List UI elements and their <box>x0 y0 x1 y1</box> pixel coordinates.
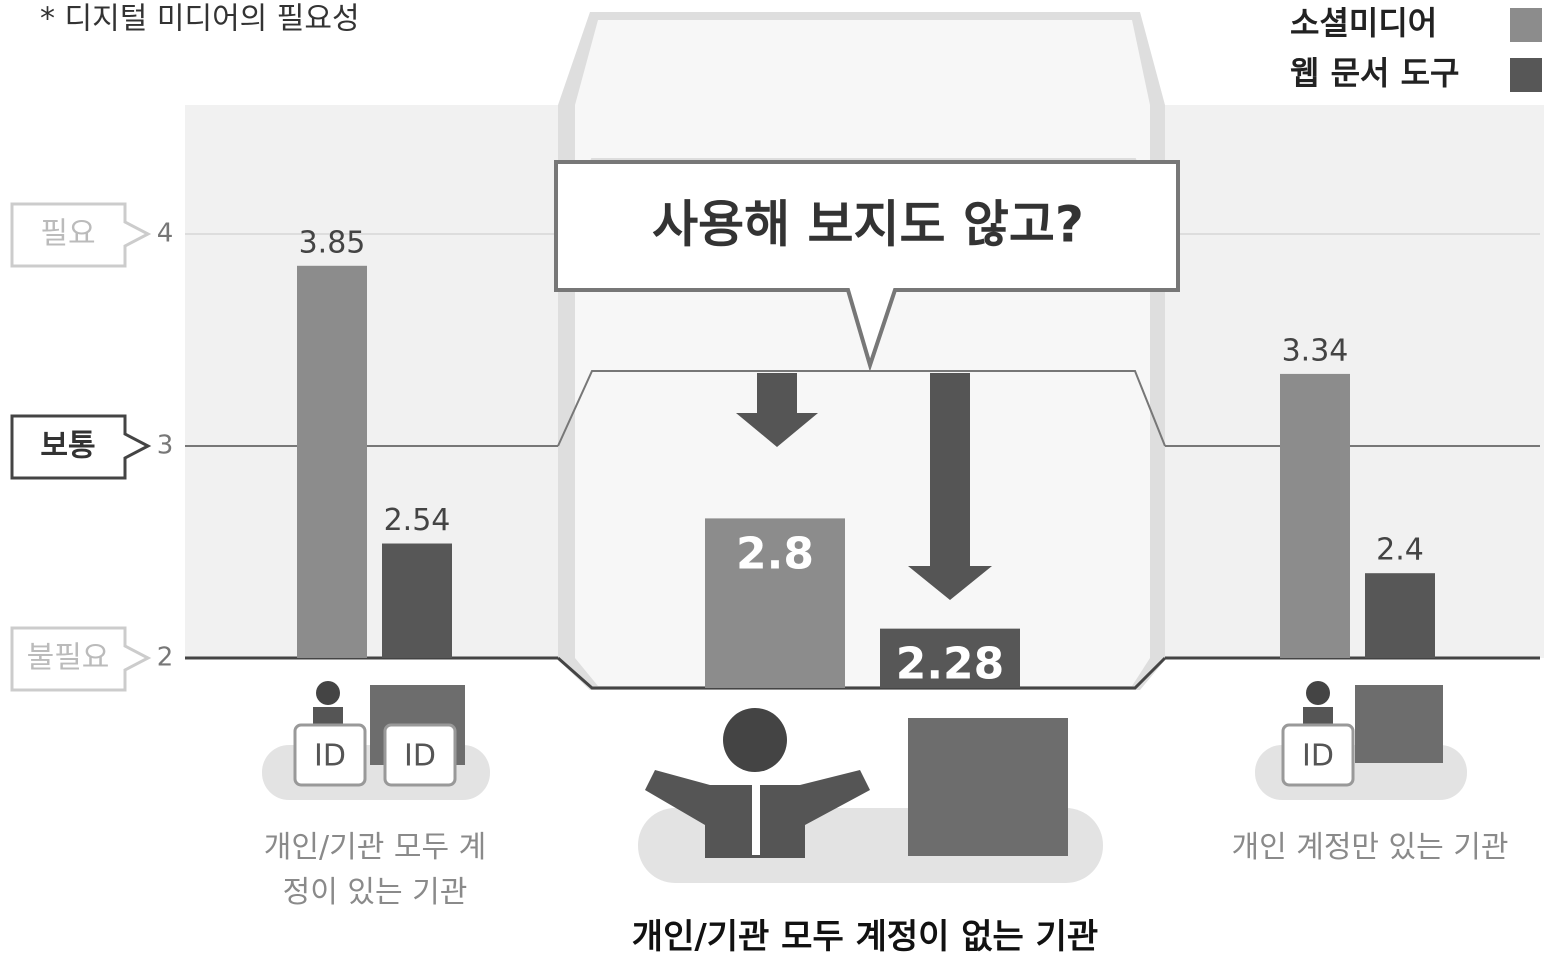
value-label: 2.54 <box>384 503 451 538</box>
id-card <box>293 723 367 787</box>
arrow <box>736 373 818 447</box>
value-label: 2.8 <box>736 528 814 579</box>
icons: ID ID ID <box>262 681 1467 883</box>
grid-line <box>557 656 1167 690</box>
id-card <box>383 723 457 787</box>
y-tick-box <box>10 626 152 692</box>
category-label: 개인/기관 모두 계정이 있는 기관 <box>263 830 487 910</box>
chart-title: * 디지털 미디어의 필요성 <box>40 2 360 37</box>
y-tick-name: 불필요 <box>27 641 110 676</box>
building <box>908 718 1068 856</box>
bar <box>382 543 452 658</box>
y-tick-name: 보통 <box>40 429 95 464</box>
bar <box>1365 573 1435 658</box>
id-label: ID <box>404 739 436 774</box>
value-label: 3.34 <box>1282 333 1349 368</box>
y-tick-label: 2 <box>157 643 174 673</box>
value-label: 3.85 <box>299 225 366 260</box>
person-body <box>313 707 343 727</box>
annotation: 사용해 보지도 않고? <box>652 196 1084 254</box>
category-label: 개인/기관 모두 계정이 없는 기관 <box>631 917 1099 957</box>
bar <box>705 518 845 688</box>
speech-bubble <box>554 160 1180 372</box>
id-card <box>1281 723 1355 787</box>
person-head <box>316 681 340 705</box>
id-label: ID <box>314 739 346 774</box>
value-label: 2.4 <box>1376 533 1424 568</box>
y-tick-label: 4 <box>157 219 174 249</box>
bar <box>297 265 367 658</box>
person-head <box>723 708 787 772</box>
legend-label: 소셜미디어 <box>1290 4 1437 42</box>
legend-label: 웹 문서 도구 <box>1290 54 1459 92</box>
tie <box>752 785 760 855</box>
y-tick-box <box>10 414 152 480</box>
building <box>1355 685 1443 763</box>
bar <box>880 628 1020 688</box>
center-panel-inner <box>575 20 1150 686</box>
value-label: 2.28 <box>896 639 1005 690</box>
legend-swatch <box>1510 8 1542 42</box>
legend-swatch <box>1510 58 1542 92</box>
category-label: 개인 계정만 있는 기관 <box>1231 830 1509 865</box>
y-tick-name: 필요 <box>40 217 95 252</box>
grid-line <box>557 370 1166 447</box>
arrow <box>908 373 992 600</box>
id-label: ID <box>1302 739 1334 774</box>
y-tick-box <box>10 202 152 268</box>
y-tick-label: 3 <box>157 431 174 461</box>
bar <box>1280 373 1350 658</box>
person-head <box>1306 681 1330 705</box>
person-body <box>1303 707 1333 727</box>
